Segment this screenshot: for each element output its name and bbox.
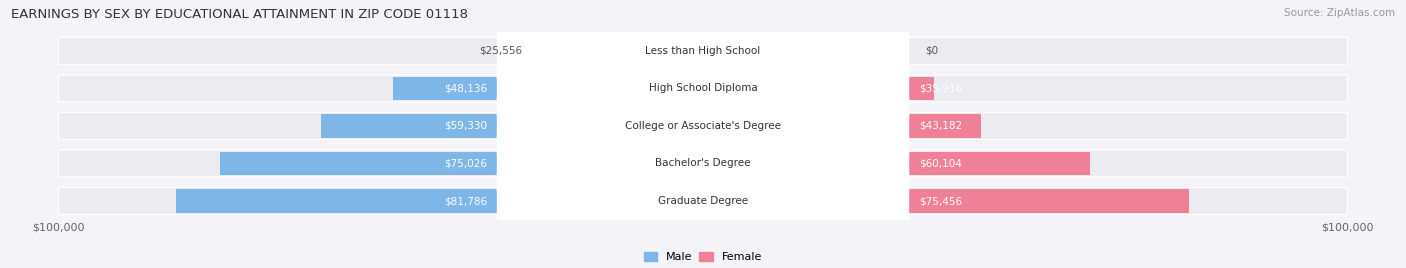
Text: College or Associate's Degree: College or Associate's Degree <box>626 121 780 131</box>
Bar <box>538 39 703 62</box>
Text: Less than High School: Less than High School <box>645 46 761 56</box>
FancyBboxPatch shape <box>59 38 1347 64</box>
FancyBboxPatch shape <box>59 150 1347 177</box>
Bar <box>703 152 1090 175</box>
Bar <box>703 189 1189 213</box>
Text: Source: ZipAtlas.com: Source: ZipAtlas.com <box>1284 8 1395 18</box>
FancyBboxPatch shape <box>496 97 910 155</box>
Text: $59,330: $59,330 <box>444 121 486 131</box>
Text: $60,104: $60,104 <box>920 158 962 169</box>
FancyBboxPatch shape <box>59 113 1347 139</box>
Text: EARNINGS BY SEX BY EDUCATIONAL ATTAINMENT IN ZIP CODE 01118: EARNINGS BY SEX BY EDUCATIONAL ATTAINMEN… <box>11 8 468 21</box>
FancyBboxPatch shape <box>59 75 1347 102</box>
FancyBboxPatch shape <box>496 60 910 117</box>
FancyBboxPatch shape <box>496 135 910 192</box>
Text: $35,916: $35,916 <box>920 83 962 94</box>
Text: High School Diploma: High School Diploma <box>648 83 758 94</box>
Text: $75,026: $75,026 <box>444 158 486 169</box>
Text: Bachelor's Degree: Bachelor's Degree <box>655 158 751 169</box>
Bar <box>703 114 981 137</box>
Legend: Male, Female: Male, Female <box>640 247 766 267</box>
Text: $48,136: $48,136 <box>444 83 486 94</box>
Bar <box>703 77 935 100</box>
Text: $43,182: $43,182 <box>920 121 962 131</box>
FancyBboxPatch shape <box>496 172 910 230</box>
Text: $25,556: $25,556 <box>479 46 522 56</box>
Bar <box>176 189 703 213</box>
Bar <box>219 152 703 175</box>
Bar <box>392 77 703 100</box>
FancyBboxPatch shape <box>496 22 910 80</box>
Text: $0: $0 <box>925 46 938 56</box>
Text: Graduate Degree: Graduate Degree <box>658 196 748 206</box>
Bar <box>321 114 703 137</box>
FancyBboxPatch shape <box>59 188 1347 214</box>
Text: $75,456: $75,456 <box>920 196 962 206</box>
Text: $81,786: $81,786 <box>444 196 486 206</box>
